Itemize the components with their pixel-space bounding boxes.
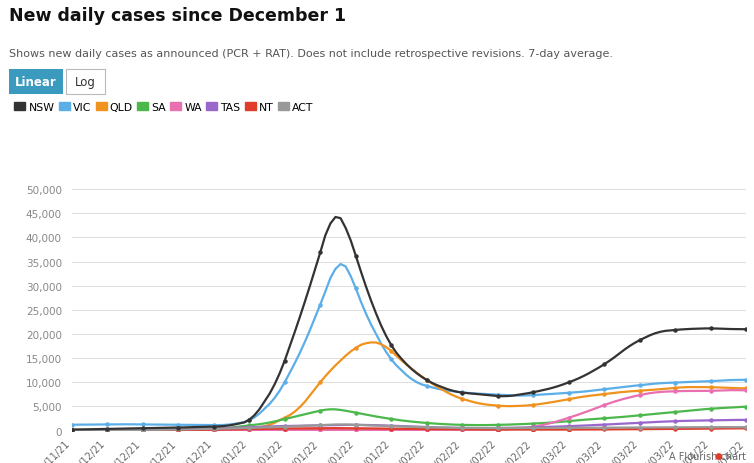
Text: Linear: Linear	[15, 75, 57, 89]
Text: A Flourish chart: A Flourish chart	[670, 450, 746, 461]
Legend: NSW, VIC, QLD, SA, WA, TAS, NT, ACT: NSW, VIC, QLD, SA, WA, TAS, NT, ACT	[14, 103, 314, 113]
Text: Log: Log	[75, 75, 96, 89]
Text: Shows new daily cases as announced (PCR + RAT). Does not include retrospective r: Shows new daily cases as announced (PCR …	[9, 49, 613, 59]
Text: ●: ●	[715, 451, 722, 460]
Text: New daily cases since December 1: New daily cases since December 1	[9, 7, 346, 25]
